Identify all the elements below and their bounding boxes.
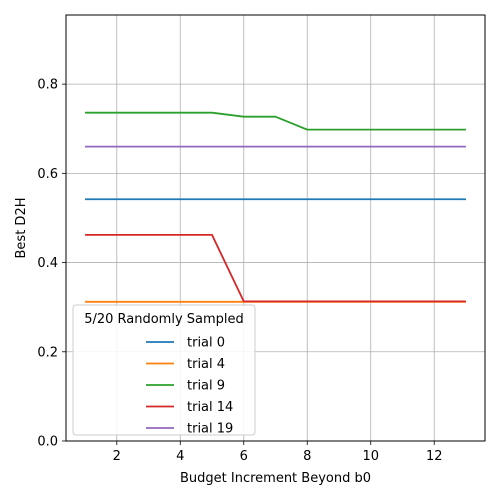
y-tick-label: 0.8: [37, 78, 58, 93]
legend-entry-label: trial 19: [187, 422, 233, 437]
legend-entry-label: trial 4: [187, 357, 225, 372]
legend-items: trial 0 trial 4 trial 9 trial 14 trial 19: [146, 336, 233, 437]
series-lines: [85, 111, 466, 303]
y-tick-label: 0.4: [37, 256, 58, 271]
x-tick-label: 6: [240, 449, 248, 464]
x-tick-label: 10: [362, 449, 379, 464]
plot-frame: [65, 14, 486, 442]
legend-box: [72, 304, 256, 436]
x-tick-label: 8: [303, 449, 311, 464]
legend-entry-label: trial 14: [187, 400, 233, 415]
y-axis-label: Best D2H: [14, 198, 29, 259]
x-tick-label: 4: [176, 449, 184, 464]
series-line-trial-9: [85, 111, 466, 131]
x-tick-label: 12: [426, 449, 443, 464]
legend-title: 5/20 Randomly Sampled: [84, 312, 244, 327]
y-tick-label: 0.0: [37, 435, 58, 450]
legend-entry-label: trial 9: [187, 379, 225, 394]
y-tick-label: 0.2: [37, 345, 58, 360]
series-line-trial-14: [85, 234, 466, 303]
x-tick-label: 2: [113, 449, 121, 464]
legend-entry-label: trial 0: [187, 336, 225, 351]
y-tick-label: 0.6: [37, 167, 58, 182]
x-axis-label: Budget Increment Beyond b0: [180, 471, 371, 486]
axis-ticks: 2 4 6 8 10 12 0.0 0.2 0.4 0.6 0.8: [37, 78, 442, 464]
